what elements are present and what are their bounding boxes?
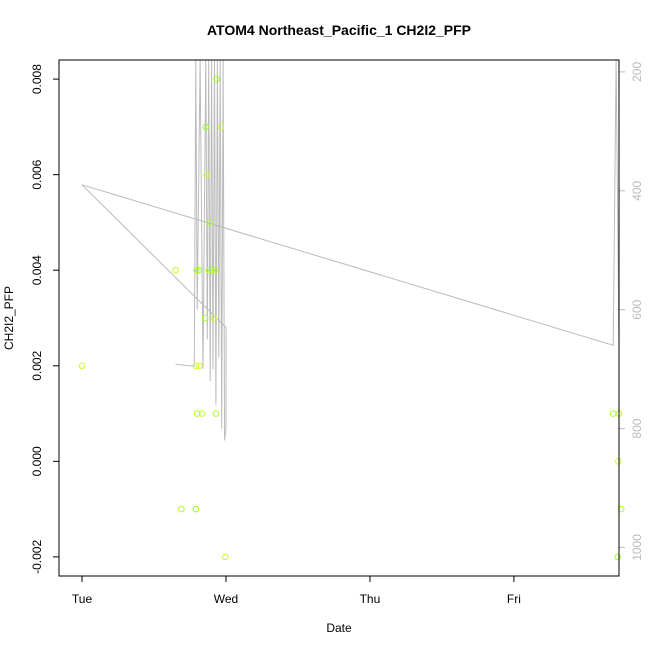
- data-point: [205, 266, 212, 274]
- data-point: [193, 410, 201, 417]
- y-tick-label: 0.002: [30, 350, 44, 380]
- data-point: [211, 266, 219, 274]
- y-tick-label: 0.006: [30, 159, 44, 189]
- y-tick-label: 0.008: [30, 64, 44, 94]
- y2-tick-label: 800: [630, 418, 644, 438]
- data-point: [202, 123, 210, 131]
- data-point: [78, 362, 86, 370]
- data-point: [192, 362, 200, 370]
- pressure-line-layer: [81, 60, 619, 441]
- x-tick-label: Thu: [360, 592, 381, 606]
- data-points-layer: [78, 75, 625, 561]
- x-axis-label: Date: [326, 621, 352, 635]
- data-point: [206, 219, 213, 226]
- data-point: [210, 314, 218, 322]
- x-tick-label: Tue: [72, 592, 93, 606]
- y-tick-label: -0.002: [30, 540, 44, 574]
- y-tick-label: 0.000: [30, 446, 44, 476]
- y-axis-label: CH2I2_PFP: [2, 286, 16, 350]
- data-point: [208, 266, 215, 274]
- x-tick-label: Fri: [507, 592, 521, 606]
- y2-tick-label: 200: [630, 62, 644, 82]
- data-point: [172, 266, 179, 274]
- data-point: [217, 123, 225, 131]
- data-point: [213, 75, 220, 83]
- plot-frame: [58, 59, 620, 577]
- data-point: [203, 171, 210, 178]
- x-tick-label: Wed: [214, 592, 238, 606]
- y2-tick-label: 1000: [630, 534, 644, 561]
- data-point: [201, 314, 209, 322]
- data-point: [196, 362, 203, 370]
- data-point: [222, 553, 229, 561]
- data-point: [178, 505, 185, 513]
- pressure-line: [81, 60, 619, 441]
- chart-title: ATOM4 Northeast_Pacific_1 CH2I2_PFP: [207, 22, 471, 38]
- data-point: [195, 266, 202, 274]
- data-point: [192, 505, 200, 513]
- data-point: [615, 458, 622, 465]
- y2-tick-label: 600: [630, 299, 644, 319]
- data-point: [212, 410, 220, 417]
- y2-tick-label: 400: [630, 180, 644, 200]
- y-tick-label: 0.004: [30, 255, 44, 285]
- data-point: [193, 266, 200, 274]
- data-point: [614, 553, 621, 561]
- data-point: [617, 505, 625, 513]
- data-point: [198, 410, 206, 417]
